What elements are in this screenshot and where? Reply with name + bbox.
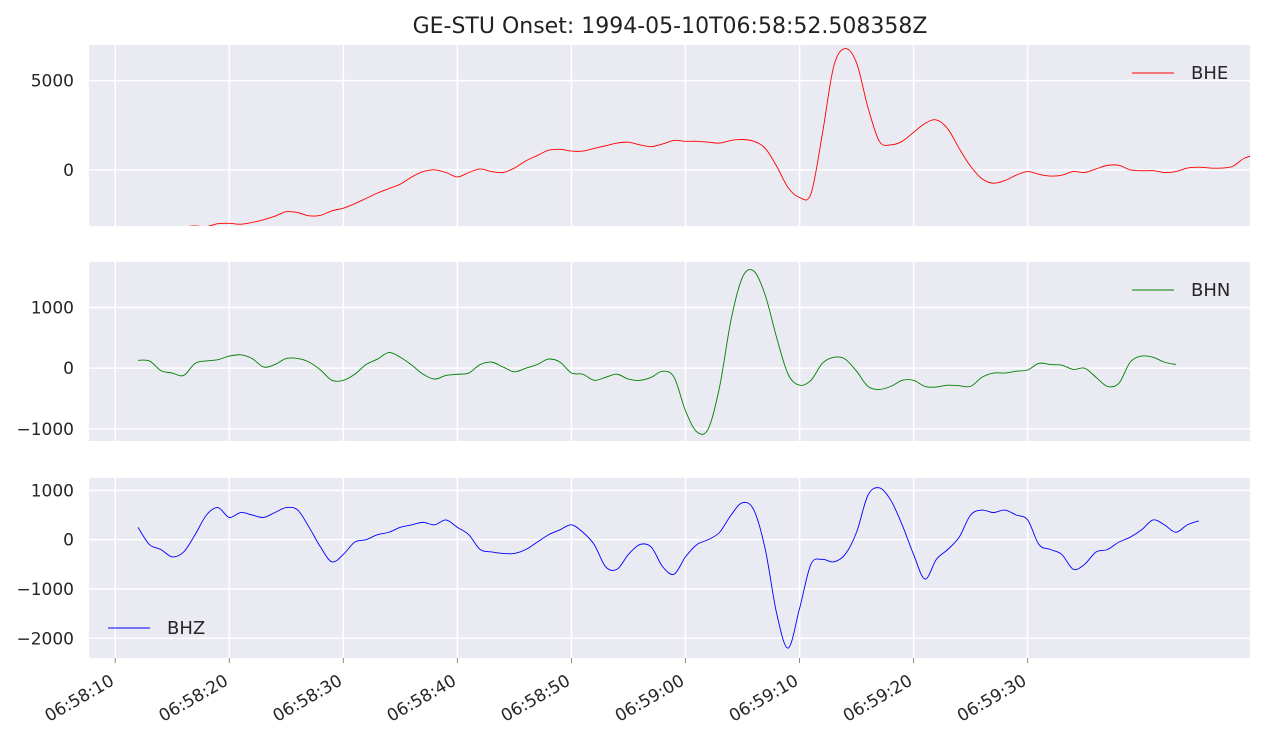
series-line-bhe <box>188 48 1250 226</box>
legend-label: BHZ <box>167 618 205 639</box>
legend-label: BHN <box>1191 280 1230 301</box>
legend-bhn: BHN <box>1132 280 1230 301</box>
legend-bhz: BHZ <box>108 618 205 639</box>
y-tick-label: 0 <box>63 531 74 551</box>
y-tick-label: 0 <box>63 359 74 379</box>
y-tick-label: −1000 <box>16 580 74 600</box>
plot-background <box>89 45 1250 226</box>
panel-bhe: 0 5000 BHE <box>31 45 1250 226</box>
panel-bhz: −2000 −1000 0 1000 BHZ <box>16 478 1250 658</box>
series-line-bhz <box>137 487 1199 649</box>
y-tick-label: −2000 <box>16 629 74 649</box>
y-tick-label: 0 <box>63 161 74 181</box>
series-line-bhn <box>138 269 1176 435</box>
legend-bhe: BHE <box>1132 63 1228 84</box>
panels-layer: 0 5000 BHE −1000 0 1000 BHN −2000 −1000 0 1000 BHZ <box>16 45 1250 658</box>
y-tick-label: 5000 <box>31 72 74 92</box>
y-tick-label: 1000 <box>31 481 74 501</box>
legend-label: BHE <box>1191 63 1228 84</box>
chart-title: GE-STU Onset: 1994-05-10T06:58:52.508358… <box>413 14 928 39</box>
y-tick-label: 1000 <box>31 299 74 319</box>
plot-background <box>89 262 1250 441</box>
plot-background <box>89 478 1250 658</box>
y-tick-label: −1000 <box>16 420 74 440</box>
panel-bhn: −1000 0 1000 BHN <box>16 262 1250 441</box>
